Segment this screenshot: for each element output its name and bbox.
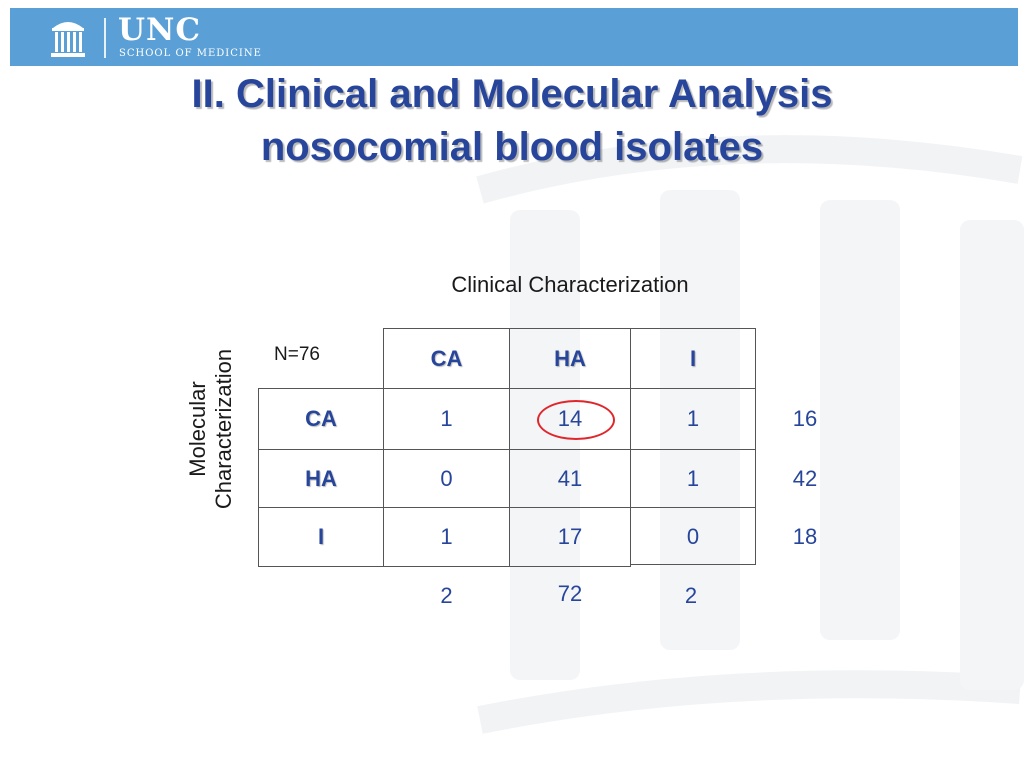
slide-title-line1: II. Clinical and Molecular Analysis [191,72,833,116]
highlight-circle [537,400,615,440]
grid-line [383,328,756,329]
row-axis-label-line2: Characterization [211,348,236,510]
unc-well-watermark [476,135,1024,734]
sample-size-label: N=76 [274,344,320,365]
column-header-ca: CA [430,345,463,371]
old-well-logo-icon [51,22,85,57]
table-cell: 0 [686,524,700,549]
row-total: 42 [792,465,818,491]
table-cell: 0 [440,465,453,491]
grid-line [258,507,756,508]
header-bar: UNC SCHOOL OF MEDICINE [10,8,1018,66]
row-total: 18 [792,524,818,549]
row-axis-label-line1: Molecular [185,381,210,477]
row-header-i: I [317,524,325,549]
row-header-ca: CA [305,406,337,431]
column-axis-label: Clinical Characterization [451,272,689,297]
slide-title: II. Clinical and Molecular Analysis noso… [20,68,1004,174]
grid-line [258,388,756,389]
table-cell: 1 [686,406,700,431]
grid-line [630,564,756,565]
logo-subtitle: SCHOOL OF MEDICINE [119,48,262,59]
row-total: 16 [792,406,818,431]
column-header-ha: HA [554,345,586,371]
column-total: 2 [440,583,453,608]
table-cell: 1 [440,524,453,549]
table-cell: 17 [557,524,583,549]
row-header-ha: HA [305,465,337,491]
logo-name: UNC [118,12,202,48]
grid-line [630,328,631,567]
table-cell: 41 [557,465,583,491]
grid-line [755,328,756,565]
row-axis-label: Molecular Characterization [185,311,245,547]
grid-line [258,388,259,567]
slide-title-line2: nosocomial blood isolates [260,125,764,169]
table-cell: 1 [686,465,700,491]
grid-line [509,328,510,567]
column-total: 2 [684,583,698,608]
column-header-i: I [689,345,697,371]
logo-divider [104,18,106,58]
table-cell: 1 [440,406,453,431]
grid-line [258,449,756,450]
column-total: 72 [557,581,583,606]
grid-line [383,328,384,567]
grid-line [258,566,631,567]
